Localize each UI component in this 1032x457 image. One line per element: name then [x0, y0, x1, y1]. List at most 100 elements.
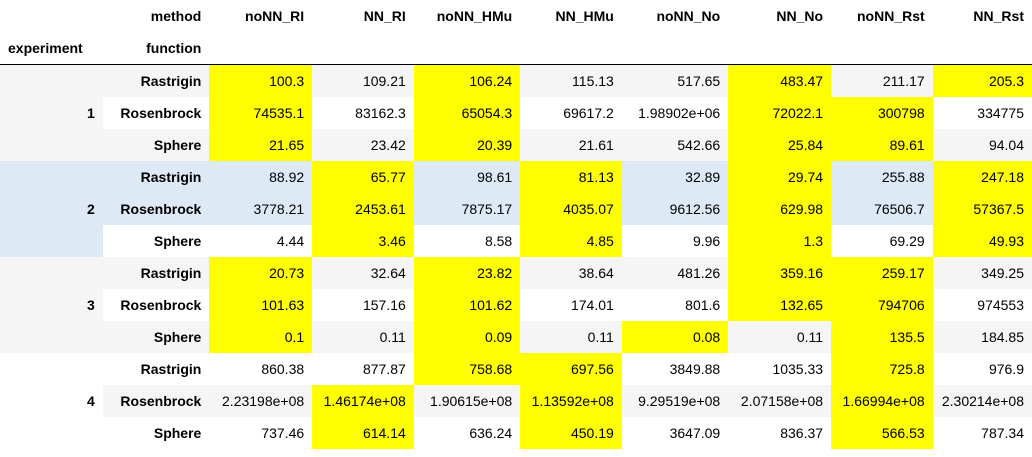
table-cell: 25.84: [728, 129, 832, 161]
table-row[interactable]: 1 Rastrigin 100.3 109.21 106.24 115.13 517.65 4…: [0, 64, 1032, 161]
table-cell: 636.24: [413, 417, 521, 449]
table-cell: 205.3: [932, 64, 1032, 97]
table-row[interactable]: 4 Rastrigin 860.38 877.87 758.68 697.56 3849.8…: [0, 353, 1032, 449]
column-header: NN_RI: [363, 8, 406, 24]
table-cell: 115.13: [520, 64, 622, 97]
table-cell: 1.66994e+08: [831, 385, 933, 417]
table-cell: 9.29519e+08: [621, 385, 729, 417]
table-cell: 9.96: [621, 225, 729, 257]
table-cell: 0.08: [621, 321, 729, 353]
function-name: Rosenbrock: [102, 289, 210, 321]
table-cell: 794706: [831, 289, 933, 321]
experiment-index: 1: [0, 64, 103, 161]
function-name: Sphere: [102, 129, 210, 161]
table-cell: 860.38: [209, 353, 313, 385]
table-cell: 106.24: [413, 64, 521, 97]
table-row[interactable]: 3 Rastrigin 20.73 32.64 23.82 38.64 481.26 359.…: [0, 257, 1032, 353]
table-cell: 3778.21: [209, 193, 313, 225]
table-cell: 0.11: [312, 321, 414, 353]
table-cell: 2453.61: [312, 193, 414, 225]
table-cell: 0.1: [209, 321, 313, 353]
header-empty: [622, 32, 728, 65]
table-cell: 65.77: [312, 161, 414, 193]
table-cell: 21.65: [209, 129, 313, 161]
experiment-label: experiment: [8, 40, 83, 56]
table-cell: 0.11: [728, 321, 832, 353]
header-row-method: method noNN_RI NN_RI noNN_HMu NN_HMu noN…: [0, 0, 1032, 32]
table-cell: 157.16: [312, 289, 414, 321]
table-cell: 9612.56: [621, 193, 729, 225]
table-cell: 629.98: [728, 193, 832, 225]
function-name: Sphere: [102, 417, 210, 449]
table-cell: 566.53: [831, 417, 933, 449]
table-cell: 3.46: [312, 225, 414, 257]
table-cell: 697.56: [520, 353, 622, 385]
table-cell: 29.74: [728, 161, 832, 193]
table-body: 1 Rastrigin 100.3 109.21 106.24 115.13 517.65 4…: [0, 64, 1032, 449]
table-row[interactable]: Rosenbrock 101.63 157.16 101.62 174.01 801.6 1…: [0, 289, 1032, 321]
table-cell: 2.23198e+08: [209, 385, 313, 417]
function-name: Rastrigin: [102, 64, 210, 97]
function-name: Rastrigin: [102, 353, 210, 385]
header-empty: [209, 32, 312, 65]
table-row[interactable]: 2 Rastrigin 88.92 65.77 98.61 81.13 32.89 29.74…: [0, 161, 1032, 257]
table-cell: 109.21: [312, 64, 414, 97]
table-cell: 81.13: [520, 161, 622, 193]
table-row[interactable]: Sphere 737.46 614.14 636.24 450.19 3647.09 836…: [0, 417, 1032, 449]
table-cell: 88.92: [209, 161, 313, 193]
column-header: NN_No: [776, 8, 824, 24]
method-label: method: [150, 8, 202, 24]
table-cell: 542.66: [621, 129, 729, 161]
table-cell: 0.09: [413, 321, 521, 353]
experiment-index: 2: [0, 161, 103, 257]
experiment-index: 4: [0, 353, 103, 449]
table-row[interactable]: Rosenbrock 3778.21 2453.61 7875.17 4035.07 96…: [0, 193, 1032, 225]
table-row[interactable]: Sphere 4.44 3.46 8.58 4.85 9.96 1.3 69.29 49.93: [0, 225, 1032, 257]
function-name: Rosenbrock: [102, 193, 210, 225]
column-header: NN_HMu: [555, 8, 614, 24]
table-cell: 836.37: [728, 417, 832, 449]
table-cell: 1.98902e+06: [621, 97, 729, 129]
table-row[interactable]: Rosenbrock 2.23198e+08 1.46174e+08 1.90615e…: [0, 385, 1032, 417]
table-cell: 2.30214e+08: [932, 385, 1032, 417]
table-cell: 83162.3: [312, 97, 414, 129]
experiment-index: 3: [0, 257, 103, 353]
table-cell: 100.3: [209, 64, 313, 97]
table-cell: 517.65: [621, 64, 729, 97]
table-cell: 1.3: [728, 225, 832, 257]
table-cell: 450.19: [520, 417, 622, 449]
table-cell: 2.07158e+08: [728, 385, 832, 417]
function-label: function: [146, 40, 202, 56]
table-cell: 76506.7: [831, 193, 933, 225]
table-row[interactable]: Sphere 21.65 23.42 20.39 21.61 542.66 25.84 89.…: [0, 129, 1032, 161]
table-row[interactable]: Rosenbrock 74535.1 83162.3 65054.3 69617.2 1.…: [0, 97, 1032, 129]
table-cell: 1.90615e+08: [413, 385, 521, 417]
table-cell: 877.87: [312, 353, 414, 385]
table-cell: 74535.1: [209, 97, 313, 129]
table-cell: 976.9: [932, 353, 1032, 385]
header-empty: [312, 32, 414, 65]
table-cell: 211.17: [831, 64, 933, 97]
table-cell: 101.63: [209, 289, 313, 321]
table-row[interactable]: Sphere 0.1 0.11 0.09 0.11 0.08 0.11 135.5 184.85: [0, 321, 1032, 353]
table-cell: 65054.3: [413, 97, 521, 129]
table-cell: 132.65: [728, 289, 832, 321]
table-cell: 184.85: [932, 321, 1032, 353]
header-empty: [728, 32, 831, 65]
table-cell: 3849.88: [621, 353, 729, 385]
header-empty: [414, 32, 520, 65]
function-name: Sphere: [102, 321, 210, 353]
function-name: Rastrigin: [102, 257, 210, 289]
table-cell: 38.64: [520, 257, 622, 289]
table-cell: 758.68: [413, 353, 521, 385]
header-empty: [520, 32, 622, 65]
table-cell: 4.44: [209, 225, 313, 257]
table-cell: 255.88: [831, 161, 933, 193]
table-cell: 98.61: [413, 161, 521, 193]
column-header: noNN_No: [656, 8, 721, 24]
table-cell: 57367.5: [932, 193, 1032, 225]
table-cell: 174.01: [520, 289, 622, 321]
header-empty: [933, 32, 1032, 65]
function-name: Rosenbrock: [102, 385, 210, 417]
